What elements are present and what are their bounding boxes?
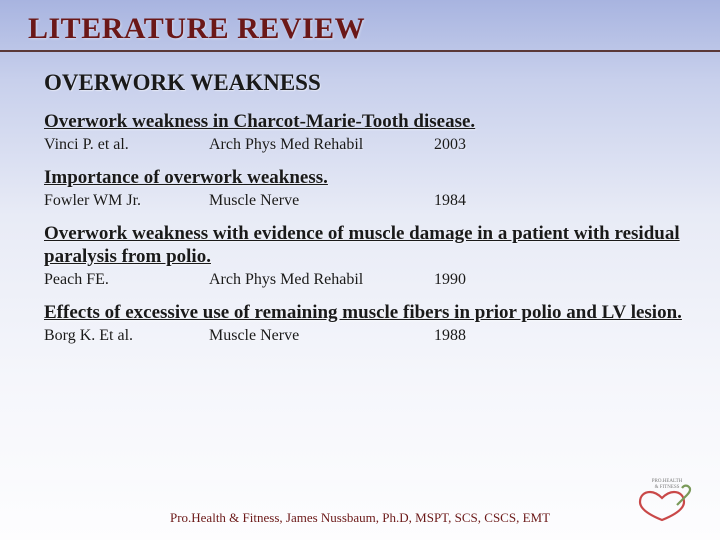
reference-year: 2003: [434, 136, 466, 154]
reference-year: 1984: [434, 192, 466, 210]
reference-meta: Fowler WM Jr. Muscle Nerve 1984: [44, 192, 684, 210]
reference-meta: Vinci P. et al. Arch Phys Med Rehabil 20…: [44, 136, 684, 154]
reference-item: Importance of overwork weakness. Fowler …: [44, 166, 684, 210]
reference-title: Overwork weakness with evidence of muscl…: [44, 222, 684, 270]
reference-author: Vinci P. et al.: [44, 136, 209, 154]
reference-title: Overwork weakness in Charcot-Marie-Tooth…: [44, 110, 684, 134]
reference-journal: Muscle Nerve: [209, 192, 434, 210]
reference-item: Overwork weakness with evidence of muscl…: [44, 222, 684, 290]
reference-title: Effects of excessive use of remaining mu…: [44, 301, 684, 325]
logo-text-bottom: & FITNESS: [655, 485, 680, 490]
reference-item: Overwork weakness in Charcot-Marie-Tooth…: [44, 110, 684, 154]
content-area: OVERWORK WEAKNESS Overwork weakness in C…: [0, 70, 720, 345]
reference-meta: Peach FE. Arch Phys Med Rehabil 1990: [44, 271, 684, 289]
reference-journal: Arch Phys Med Rehabil: [209, 136, 434, 154]
prohealth-logo-icon: PRO.HEALTH & FITNESS: [632, 474, 702, 522]
logo-text-top: PRO.HEALTH: [652, 479, 683, 484]
reference-author: Borg K. Et al.: [44, 327, 209, 345]
reference-author: Peach FE.: [44, 271, 209, 289]
slide-title: LITERATURE REVIEW: [0, 0, 720, 52]
reference-year: 1988: [434, 327, 466, 345]
footer-credit: Pro.Health & Fitness, James Nussbaum, Ph…: [0, 510, 720, 526]
reference-journal: Arch Phys Med Rehabil: [209, 271, 434, 289]
reference-meta: Borg K. Et al. Muscle Nerve 1988: [44, 327, 684, 345]
reference-author: Fowler WM Jr.: [44, 192, 209, 210]
reference-title: Importance of overwork weakness.: [44, 166, 684, 190]
section-heading: OVERWORK WEAKNESS: [44, 70, 684, 96]
reference-journal: Muscle Nerve: [209, 327, 434, 345]
reference-item: Effects of excessive use of remaining mu…: [44, 301, 684, 345]
reference-year: 1990: [434, 271, 466, 289]
